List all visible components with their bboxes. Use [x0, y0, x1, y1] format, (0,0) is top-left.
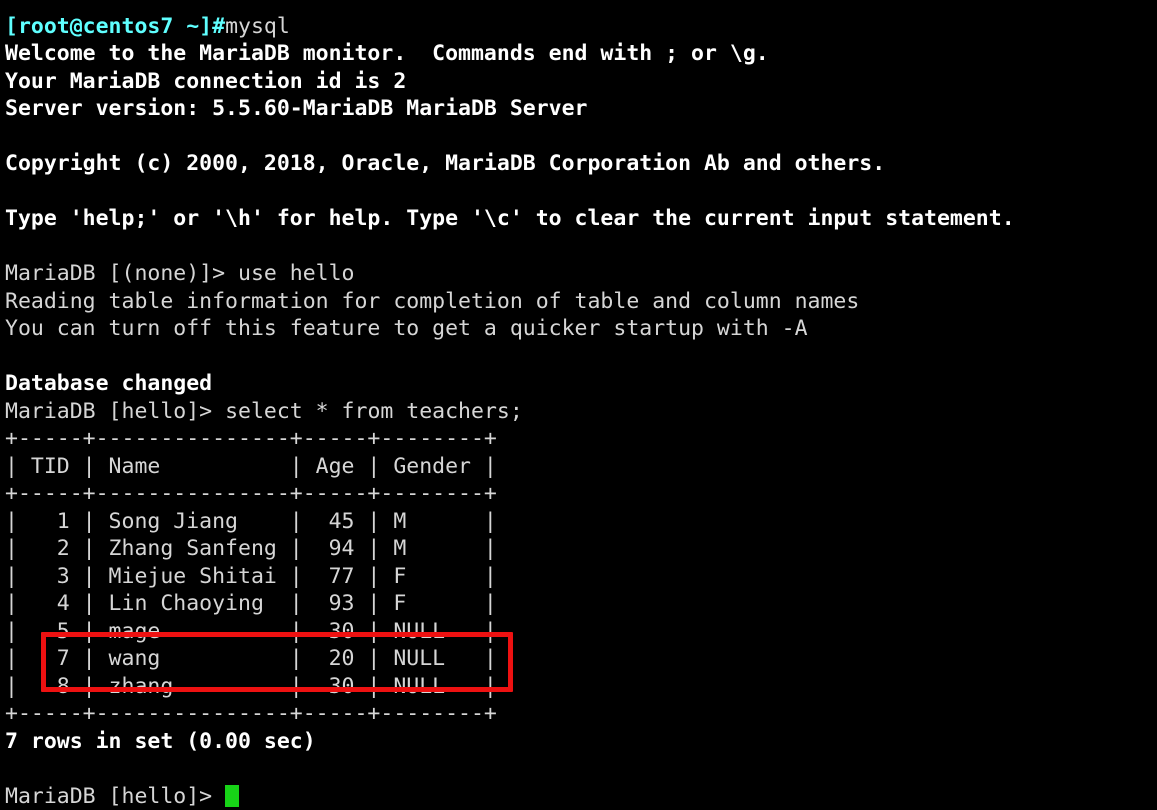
- shell-prompt-text: [root@centos7 ~]#: [5, 14, 225, 39]
- terminal-line-blank-5: [5, 755, 1157, 783]
- terminal-line-server-version: Server version: 5.5.60-MariaDB MariaDB S…: [5, 95, 1157, 123]
- table-row: | 7 | wang | 20 | NULL |: [5, 645, 1157, 673]
- terminal-line-connection-id: Your MariaDB connection id is 2: [5, 68, 1157, 96]
- mariadb-prompt-hello: MariaDB [hello]>: [5, 399, 225, 424]
- terminal-line-copyright: Copyright (c) 2000, 2018, Oracle, MariaD…: [5, 150, 1157, 178]
- sql-command-use: use hello: [238, 261, 355, 286]
- table-row: | 4 | Lin Chaoying | 93 | F |: [5, 590, 1157, 618]
- terminal-line-result-summary: 7 rows in set (0.00 sec): [5, 728, 1157, 756]
- table-separator-header: +-----+---------------+-----+--------+: [5, 480, 1157, 508]
- terminal-line-blank-3: [5, 233, 1157, 261]
- terminal-line-turn-off-hint: You can turn off this feature to get a q…: [5, 315, 1157, 343]
- table-row: | 3 | Miejue Shitai | 77 | F |: [5, 563, 1157, 591]
- table-row: | 1 | Song Jiang | 45 | M |: [5, 508, 1157, 536]
- table-separator-top: +-----+---------------+-----+--------+: [5, 425, 1157, 453]
- table-row: | 5 | mage | 30 | NULL |: [5, 618, 1157, 646]
- table-row: | 2 | Zhang Sanfeng | 94 | M |: [5, 535, 1157, 563]
- terminal-line-welcome: Welcome to the MariaDB monitor. Commands…: [5, 40, 1157, 68]
- terminal-line-final-prompt[interactable]: MariaDB [hello]>: [5, 783, 1157, 810]
- table-row: | 8 | zhang | 30 | NULL |: [5, 673, 1157, 701]
- shell-command-mysql: mysql: [225, 14, 290, 39]
- terminal-line-use-command: MariaDB [(none)]> use hello: [5, 260, 1157, 288]
- terminal-line-select-command: MariaDB [hello]> select * from teachers;: [5, 398, 1157, 426]
- terminal-line-help-hint: Type 'help;' or '\h' for help. Type '\c'…: [5, 205, 1157, 233]
- sql-command-select: select * from teachers;: [225, 399, 523, 424]
- terminal-line-reading-info: Reading table information for completion…: [5, 288, 1157, 316]
- mariadb-prompt-final: MariaDB [hello]>: [5, 784, 225, 809]
- table-separator-bottom: +-----+---------------+-----+--------+: [5, 700, 1157, 728]
- terminal-line-shell-prompt: [root@centos7 ~]#mysql: [5, 13, 1157, 41]
- terminal-line-blank-1: [5, 123, 1157, 151]
- table-header-row: | TID | Name | Age | Gender |: [5, 453, 1157, 481]
- terminal-line-scrollback-partial: [5, 0, 1157, 13]
- mariadb-prompt-none: MariaDB [(none)]>: [5, 261, 238, 286]
- text-cursor: [225, 785, 239, 807]
- terminal-screen: [root@centos7 ~]#mysql Welcome to the Ma…: [5, 0, 1157, 810]
- terminal-line-database-changed: Database changed: [5, 370, 1157, 398]
- terminal-line-blank-2: [5, 178, 1157, 206]
- terminal-line-blank-4: [5, 343, 1157, 371]
